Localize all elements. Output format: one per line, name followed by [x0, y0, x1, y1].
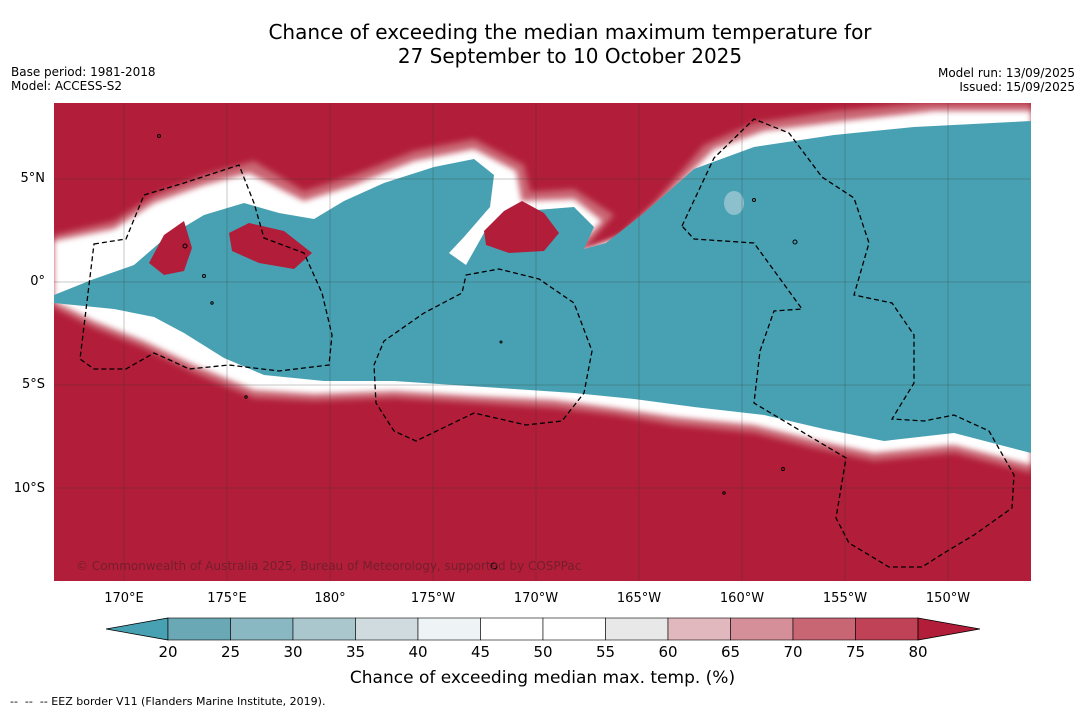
colorbar-segment	[355, 617, 419, 641]
colorbar-tick-label: 60	[658, 643, 678, 661]
colorbar-under-triangle	[106, 617, 169, 641]
colorbar-tick-label: 80	[908, 643, 928, 661]
meta-left: Base period: 1981-2018 Model: ACCESS-S2	[11, 65, 156, 93]
map-svg	[54, 103, 1031, 581]
colorbar-segment	[230, 617, 294, 641]
graticule	[54, 103, 1031, 581]
meta-right: Model run: 13/09/2025 Issued: 15/09/2025	[938, 66, 1075, 94]
copyright-notice: © Commonwealth of Australia 2025, Bureau…	[76, 559, 582, 573]
cool-region	[54, 121, 1031, 453]
colorbar-segment	[605, 617, 669, 641]
map-panel	[54, 103, 1031, 581]
colorbar-segment	[667, 617, 731, 641]
colorbar-tick-label: 65	[720, 643, 741, 661]
base-period: Base period: 1981-2018	[11, 65, 156, 79]
lon-label: 175°E	[207, 591, 247, 606]
colorbar-segment	[292, 617, 356, 641]
lon-label: 170°E	[104, 591, 144, 606]
colorbar-segment	[730, 617, 794, 641]
lat-label: 5°N	[20, 171, 46, 186]
colorbar-tick-label: 50	[533, 643, 553, 661]
lat-label: 10°S	[13, 481, 45, 496]
warm-blob-center	[229, 223, 312, 269]
colorbar-tick-label: 25	[220, 643, 241, 661]
lon-label: 160°W	[719, 591, 765, 606]
colorbar-segment	[792, 617, 856, 641]
lon-label: 175°W	[410, 591, 456, 606]
colorbar-tick-label: 45	[470, 643, 491, 661]
colorbar-segment	[167, 617, 231, 641]
eez-legend-footer: -- -- -- EEZ border V11 (Flanders Marine…	[10, 695, 326, 708]
model-name: Model: ACCESS-S2	[11, 79, 123, 93]
colorbar-tick-label: 55	[595, 643, 616, 661]
islands	[157, 134, 798, 570]
colorbar-tick-label: 75	[845, 643, 866, 661]
colorbar-segment	[417, 617, 481, 641]
colorbar-segment	[855, 617, 919, 641]
lon-label: 165°W	[616, 591, 662, 606]
colorbar-label: Chance of exceeding median max. temp. (%…	[349, 668, 736, 688]
colorbar-tick-label: 35	[345, 643, 366, 661]
lat-label: 0°	[30, 274, 45, 289]
lat-label: 5°S	[21, 377, 45, 392]
colorbar-segment	[480, 617, 544, 641]
colorbar-tick-label: 40	[408, 643, 428, 661]
colorbar-tick-label: 20	[158, 643, 178, 661]
lon-label: 180°	[314, 591, 346, 606]
title-line-2: 27 September to 10 October 2025	[397, 44, 743, 68]
issued-date: Issued: 15/09/2025	[959, 80, 1075, 94]
lon-label: 155°W	[822, 591, 868, 606]
title-line-1: Chance of exceeding the median maximum t…	[268, 20, 872, 44]
colorbar-tick-label: 70	[783, 643, 803, 661]
lon-label: 150°W	[925, 591, 971, 606]
colorbar	[106, 617, 980, 641]
eez-borders	[79, 118, 1015, 568]
map-title: Chance of exceeding the median maximum t…	[0, 20, 1085, 68]
colorbar-tick-label: 30	[283, 643, 303, 661]
light-cool-patch	[724, 191, 744, 215]
lon-label: 170°W	[513, 591, 559, 606]
colorbar-over-triangle	[917, 617, 980, 641]
warm-blob-west	[149, 221, 192, 275]
model-run: Model run: 13/09/2025	[937, 66, 1075, 80]
colorbar-segment	[542, 617, 606, 641]
warm-blob-east	[484, 201, 559, 253]
